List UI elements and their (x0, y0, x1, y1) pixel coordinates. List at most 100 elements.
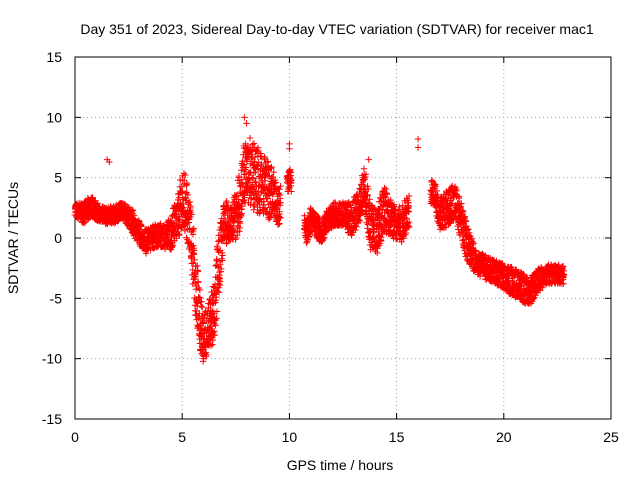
data-point (179, 187, 186, 195)
data-point (242, 164, 250, 171)
data-point (277, 199, 284, 207)
data-point (277, 214, 284, 222)
data-point (199, 319, 206, 326)
data-point (319, 237, 326, 244)
data-point (256, 208, 264, 216)
data-point (209, 336, 217, 344)
data-point (200, 314, 208, 321)
data-point (250, 183, 257, 191)
data-point (188, 260, 196, 267)
data-point (258, 161, 265, 168)
data-point (189, 226, 196, 233)
data-point (288, 176, 295, 184)
data-point (192, 273, 199, 280)
data-point (183, 179, 191, 187)
x-axis-label: GPS time / hours (287, 457, 394, 473)
data-point (245, 176, 252, 184)
data-point (218, 249, 226, 257)
data-point (286, 145, 293, 152)
data-point (254, 148, 262, 156)
data-point (223, 197, 230, 205)
data-point (211, 332, 218, 339)
x-tick-label: 20 (496, 429, 512, 445)
data-point (268, 163, 275, 171)
x-tick-label: 10 (282, 429, 298, 445)
data-point (194, 321, 201, 329)
data-point (257, 171, 264, 178)
data-point (180, 204, 187, 211)
data-point (250, 206, 257, 213)
data-point (243, 120, 250, 127)
data-point (137, 221, 145, 228)
data-point (235, 196, 242, 203)
y-tick-label: -5 (50, 290, 63, 306)
data-point (314, 215, 322, 222)
data-point (213, 315, 220, 322)
data-point (272, 179, 280, 186)
y-tick-label: 10 (46, 109, 62, 125)
data-point (201, 350, 209, 357)
data-point (251, 153, 259, 161)
data-point (248, 194, 255, 202)
data-point (213, 308, 221, 315)
data-point (200, 320, 207, 327)
data-point (190, 250, 198, 257)
data-point (238, 210, 245, 217)
data-point (211, 328, 218, 335)
data-point (260, 201, 267, 209)
data-point (175, 231, 182, 238)
data-point (184, 220, 191, 228)
data-point (188, 210, 195, 218)
y-tick-label: 5 (54, 170, 62, 186)
x-tick-label: 25 (603, 429, 619, 445)
data-point (251, 202, 258, 210)
data-point (274, 221, 282, 228)
data-point (181, 177, 188, 184)
data-point (187, 204, 194, 212)
data-point (269, 173, 277, 181)
data-point (193, 299, 200, 306)
data-point (261, 205, 269, 212)
data-point (276, 185, 283, 193)
data-point (249, 175, 257, 182)
data-point (232, 193, 239, 200)
data-point (218, 265, 225, 273)
data-point (271, 210, 278, 218)
data-point (238, 176, 246, 183)
data-point (250, 201, 257, 208)
data-point (192, 286, 200, 293)
data-point (266, 214, 273, 222)
data-point (304, 236, 312, 243)
data-point (195, 279, 202, 286)
data-point (198, 298, 205, 305)
data-point (270, 168, 277, 176)
y-tick-label: 15 (46, 49, 62, 65)
data-point (212, 322, 219, 329)
data-point (144, 245, 152, 253)
data-point (244, 142, 252, 150)
data-point (247, 201, 254, 209)
data-point (212, 316, 219, 323)
data-point (243, 158, 251, 165)
data-point (277, 182, 284, 190)
data-point (196, 310, 203, 317)
data-point (233, 192, 241, 200)
data-point (182, 171, 189, 179)
data-point (320, 234, 328, 241)
data-point (248, 151, 255, 158)
data-point (414, 135, 422, 143)
data-point (288, 188, 295, 195)
data-point (230, 218, 238, 225)
data-point (180, 170, 188, 177)
data-point (287, 169, 295, 176)
y-tick-label: 0 (54, 230, 62, 246)
data-point (176, 231, 183, 239)
data-point (219, 252, 226, 259)
data-point (81, 218, 89, 226)
y-axis-label: SDTVAR / TECUs (5, 182, 21, 294)
data-point (236, 214, 244, 221)
data-point (238, 203, 246, 210)
data-point (414, 144, 422, 151)
data-point (190, 242, 197, 249)
